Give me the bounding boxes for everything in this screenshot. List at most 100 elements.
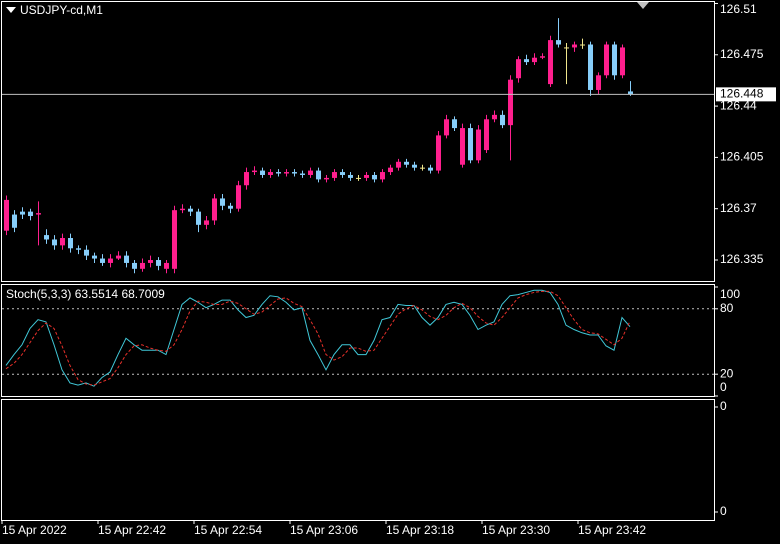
candle-body [164, 262, 169, 269]
candle-body [428, 167, 433, 171]
candle-body [580, 44, 585, 46]
candle-body [284, 172, 289, 174]
y-tick-label: 0 [720, 504, 727, 518]
candle-body [124, 255, 129, 263]
candle-body [4, 199, 9, 231]
candle-body [532, 57, 537, 63]
candle-body [380, 172, 385, 180]
candle-body [52, 239, 57, 246]
stoch-panel [1, 284, 715, 397]
candle-body [60, 238, 65, 246]
candle-body [548, 40, 553, 85]
candle-body [148, 260, 153, 263]
candle-body [140, 262, 145, 269]
candle-body [460, 128, 465, 165]
y-tick-label: 20 [720, 366, 734, 380]
candle-body [84, 249, 89, 256]
x-tick-label: 15 Apr 22:42 [98, 523, 166, 537]
empty-panel [1, 399, 715, 521]
candle-body [348, 174, 353, 178]
y-tick-label: 126.51 [720, 2, 757, 16]
candle-body [412, 164, 417, 168]
candle-body [476, 129, 481, 161]
stoch-line [5, 290, 631, 386]
indicator-title: Stoch(5,3,3) 63.5514 68.7009 [6, 287, 165, 301]
candle-body [572, 44, 577, 48]
candle-body [404, 161, 409, 165]
candle-body [588, 44, 593, 90]
candle-body [508, 79, 513, 126]
candle-body [596, 75, 601, 90]
y-tick-label: 126.475 [720, 47, 764, 61]
y-tick-label: 80 [720, 301, 734, 315]
signal-value: 68.7009 [121, 287, 165, 301]
candle-body [196, 211, 201, 225]
candle-body [276, 172, 281, 174]
stoch-line [5, 289, 631, 387]
candle-body [156, 260, 161, 266]
candle-body [116, 255, 121, 259]
candle-body [524, 59, 529, 63]
candle-body [100, 258, 105, 263]
candle-body [292, 172, 297, 174]
candle-body [44, 235, 49, 240]
candle-body [212, 198, 217, 221]
candle-body [484, 119, 489, 151]
candle-body [12, 214, 17, 228]
candle-body [332, 172, 337, 178]
candle-body [132, 262, 137, 269]
candle-body [604, 44, 609, 76]
candle-body [612, 44, 617, 76]
candle-body [396, 161, 401, 168]
candle-body [300, 173, 305, 175]
candle-body [628, 91, 633, 95]
y-tick-label: 100 [720, 287, 740, 301]
chart-title: USDJPY-cd,M1 [20, 3, 103, 17]
indicator-name: Stoch(5,3,3) [6, 287, 71, 301]
candle-body [372, 174, 377, 180]
candle-body [220, 198, 225, 206]
candle-body [36, 213, 41, 215]
candle-body [364, 174, 369, 178]
candle-body [356, 177, 361, 179]
main-value: 63.5514 [75, 287, 119, 301]
candle-body [228, 205, 233, 209]
candle-body [540, 56, 545, 58]
candle-body [452, 119, 457, 129]
candle-body [316, 170, 321, 180]
x-tick-label: 15 Apr 2022 [2, 523, 67, 537]
candle-body [500, 114, 505, 126]
candle-body [236, 185, 241, 209]
candle-body [492, 114, 497, 120]
x-tick-label: 15 Apr 23:18 [386, 523, 454, 537]
x-tick-label: 15 Apr 22:54 [194, 523, 262, 537]
candle-body [252, 170, 257, 173]
x-tick-label: 15 Apr 23:06 [290, 523, 358, 537]
y-tick-label: 126.405 [720, 150, 764, 164]
current-price-label: 126.448 [720, 87, 764, 101]
candle-body [420, 167, 425, 169]
y-tick-label: 0 [720, 399, 727, 413]
candle-body [20, 211, 25, 215]
candle-body [324, 177, 329, 180]
y-tick-label: 0 [720, 380, 727, 394]
symbol-menu-arrow[interactable] [6, 7, 16, 13]
candle-body [340, 172, 345, 175]
price-panel [1, 1, 715, 282]
y-tick-label: 126.37 [720, 201, 757, 215]
y-tick-label: 126.335 [720, 252, 764, 266]
candle-body [388, 167, 393, 173]
candle-body [556, 40, 561, 45]
candle-body [188, 208, 193, 212]
current-price-box [716, 87, 776, 102]
candle-body [268, 172, 273, 175]
candle-body [68, 238, 73, 249]
candle-body [260, 170, 265, 175]
y-tick-label: 126.44 [720, 98, 757, 112]
x-tick-label: 15 Apr 23:42 [578, 523, 646, 537]
candle-body [516, 59, 521, 79]
candle-body [620, 47, 625, 76]
candle-body [92, 255, 97, 259]
candle-body [180, 208, 185, 211]
